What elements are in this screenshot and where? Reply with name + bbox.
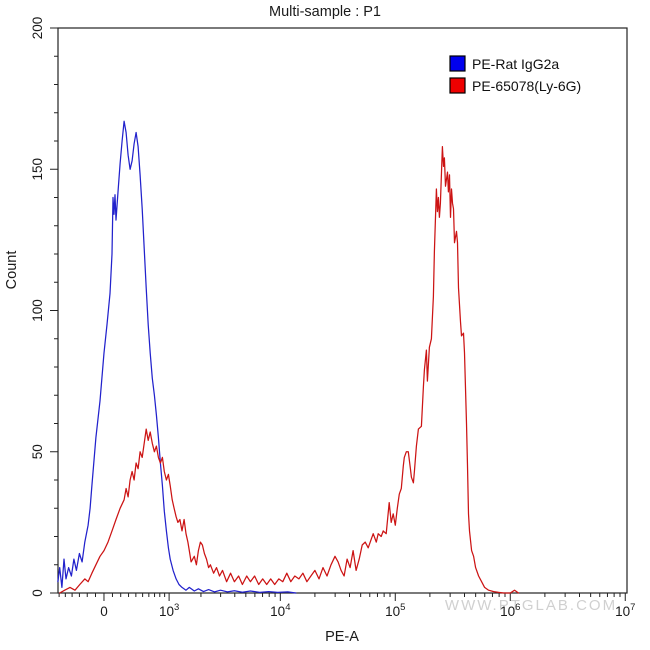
- y-axis-label: Count: [4, 251, 20, 290]
- x-axis-ticks: 0 103 104 105 106 107: [58, 593, 635, 619]
- y-axis-ticks: 0 50 100 150 200: [30, 17, 58, 597]
- x-tick-label: 105: [385, 602, 405, 619]
- legend-swatch-0: [449, 55, 466, 72]
- y-tick-label: 100: [30, 299, 45, 322]
- chart-title: Multi-sample : P1: [269, 4, 381, 20]
- histogram-curves: [57, 120, 520, 594]
- x-tick-label: 106: [500, 602, 520, 619]
- legend-label-1: PE-65078(Ly-6G): [472, 78, 581, 94]
- x-tick-label: 103: [159, 602, 179, 619]
- legend: PE-Rat IgG2a PE-65078(Ly-6G): [449, 55, 581, 94]
- plot-frame: [57, 27, 628, 594]
- legend-swatch-1: [449, 77, 466, 94]
- y-tick-label: 50: [30, 444, 45, 459]
- curve-pe-65078-ly-6g-: [59, 145, 520, 594]
- y-tick-label: 200: [30, 17, 45, 40]
- y-tick-label: 150: [30, 158, 45, 181]
- watermark: WWW.PTGLAB.COM: [445, 597, 617, 614]
- y-tick-label: 0: [30, 589, 45, 597]
- x-axis-label: PE-A: [325, 629, 359, 645]
- legend-label-0: PE-Rat IgG2a: [472, 56, 559, 72]
- x-tick-label: 107: [615, 602, 635, 619]
- x-tick-label: 0: [100, 604, 108, 619]
- curve-pe-rat-igg2a: [57, 120, 297, 594]
- x-tick-label: 104: [270, 602, 290, 619]
